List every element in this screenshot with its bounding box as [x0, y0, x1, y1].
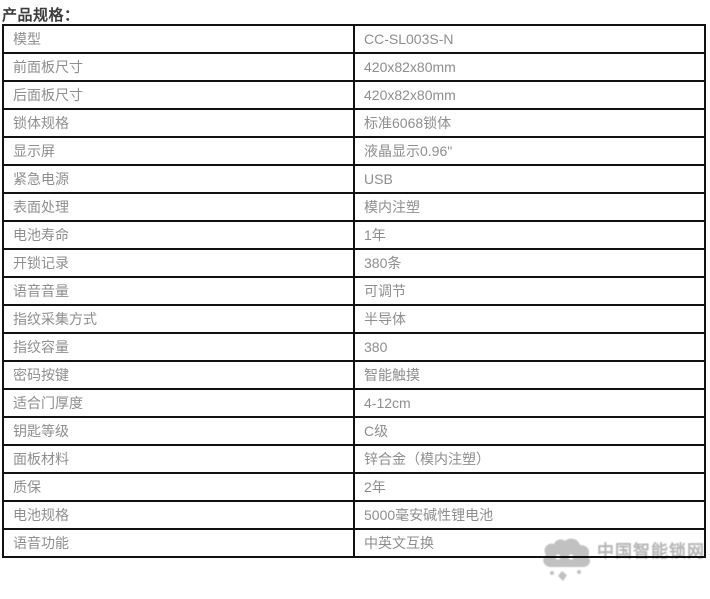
spec-label: 表面处理	[2, 192, 355, 222]
spec-value: 380	[353, 332, 706, 362]
table-row: 指纹容量 380	[2, 332, 706, 362]
spec-table-body: 模型 CC-SL003S-N 前面板尺寸 420x82x80mm 后面板尺寸 420x82…	[2, 24, 706, 558]
spec-value: 5000毫安碱性锂电池	[353, 500, 706, 530]
spec-label: 指纹采集方式	[2, 304, 355, 334]
spec-value: 420x82x80mm	[353, 80, 706, 110]
table-row: 语音功能 中英文互换	[2, 528, 706, 558]
spec-label: 语音音量	[2, 276, 355, 306]
table-row: 紧急电源 USB	[2, 164, 706, 194]
spec-value: 标准6068锁体	[353, 108, 706, 138]
spec-label: 显示屏	[2, 136, 355, 166]
spec-label: 前面板尺寸	[2, 52, 355, 82]
table-row: 指纹采集方式 半导体	[2, 304, 706, 334]
spec-value: 锌合金（模内注塑）	[353, 444, 706, 474]
spec-label: 电池规格	[2, 500, 355, 530]
table-row: 适合门厚度 4-12cm	[2, 388, 706, 418]
spec-value: 4-12cm	[353, 388, 706, 418]
spec-label: 指纹容量	[2, 332, 355, 362]
spec-value: 1年	[353, 220, 706, 250]
spec-table: 模型 CC-SL003S-N 前面板尺寸 420x82x80mm 后面板尺寸 420x82…	[2, 24, 706, 558]
spec-value: 380条	[353, 248, 706, 278]
spec-value: USB	[353, 164, 706, 194]
spec-value: CC-SL003S-N	[353, 24, 706, 54]
spec-label: 紧急电源	[2, 164, 355, 194]
spec-label: 面板材料	[2, 444, 355, 474]
table-row: 质保 2年	[2, 472, 706, 502]
table-row: 前面板尺寸 420x82x80mm	[2, 52, 706, 82]
spec-value: 模内注塑	[353, 192, 706, 222]
spec-value: 2年	[353, 472, 706, 502]
table-row: 锁体规格 标准6068锁体	[2, 108, 706, 138]
spec-value: 半导体	[353, 304, 706, 334]
spec-label: 质保	[2, 472, 355, 502]
table-row: 模型 CC-SL003S-N	[2, 24, 706, 54]
spec-value: 液晶显示0.96"	[353, 136, 706, 166]
spec-label: 后面板尺寸	[2, 80, 355, 110]
table-row: 后面板尺寸 420x82x80mm	[2, 80, 706, 110]
table-row: 电池规格 5000毫安碱性锂电池	[2, 500, 706, 530]
table-row: 电池寿命 1年	[2, 220, 706, 250]
table-row: 钥匙等级 C级	[2, 416, 706, 446]
spec-value: C级	[353, 416, 706, 446]
spec-value: 可调节	[353, 276, 706, 306]
spec-label: 模型	[2, 24, 355, 54]
spec-label: 电池寿命	[2, 220, 355, 250]
table-row: 表面处理 模内注塑	[2, 192, 706, 222]
spec-label: 锁体规格	[2, 108, 355, 138]
spec-value: 420x82x80mm	[353, 52, 706, 82]
spec-label: 钥匙等级	[2, 416, 355, 446]
spec-label: 语音功能	[2, 528, 355, 558]
table-row: 密码按键 智能触摸	[2, 360, 706, 390]
spec-value: 中英文互换	[353, 528, 706, 558]
table-row: 开锁记录 380条	[2, 248, 706, 278]
page-title: 产品规格：	[2, 7, 80, 24]
spec-value: 智能触摸	[353, 360, 706, 390]
spec-label: 密码按键	[2, 360, 355, 390]
table-row: 显示屏 液晶显示0.96"	[2, 136, 706, 166]
table-row: 语音音量 可调节	[2, 276, 706, 306]
table-row: 面板材料 锌合金（模内注塑）	[2, 444, 706, 474]
spec-label: 适合门厚度	[2, 388, 355, 418]
spec-label: 开锁记录	[2, 248, 355, 278]
